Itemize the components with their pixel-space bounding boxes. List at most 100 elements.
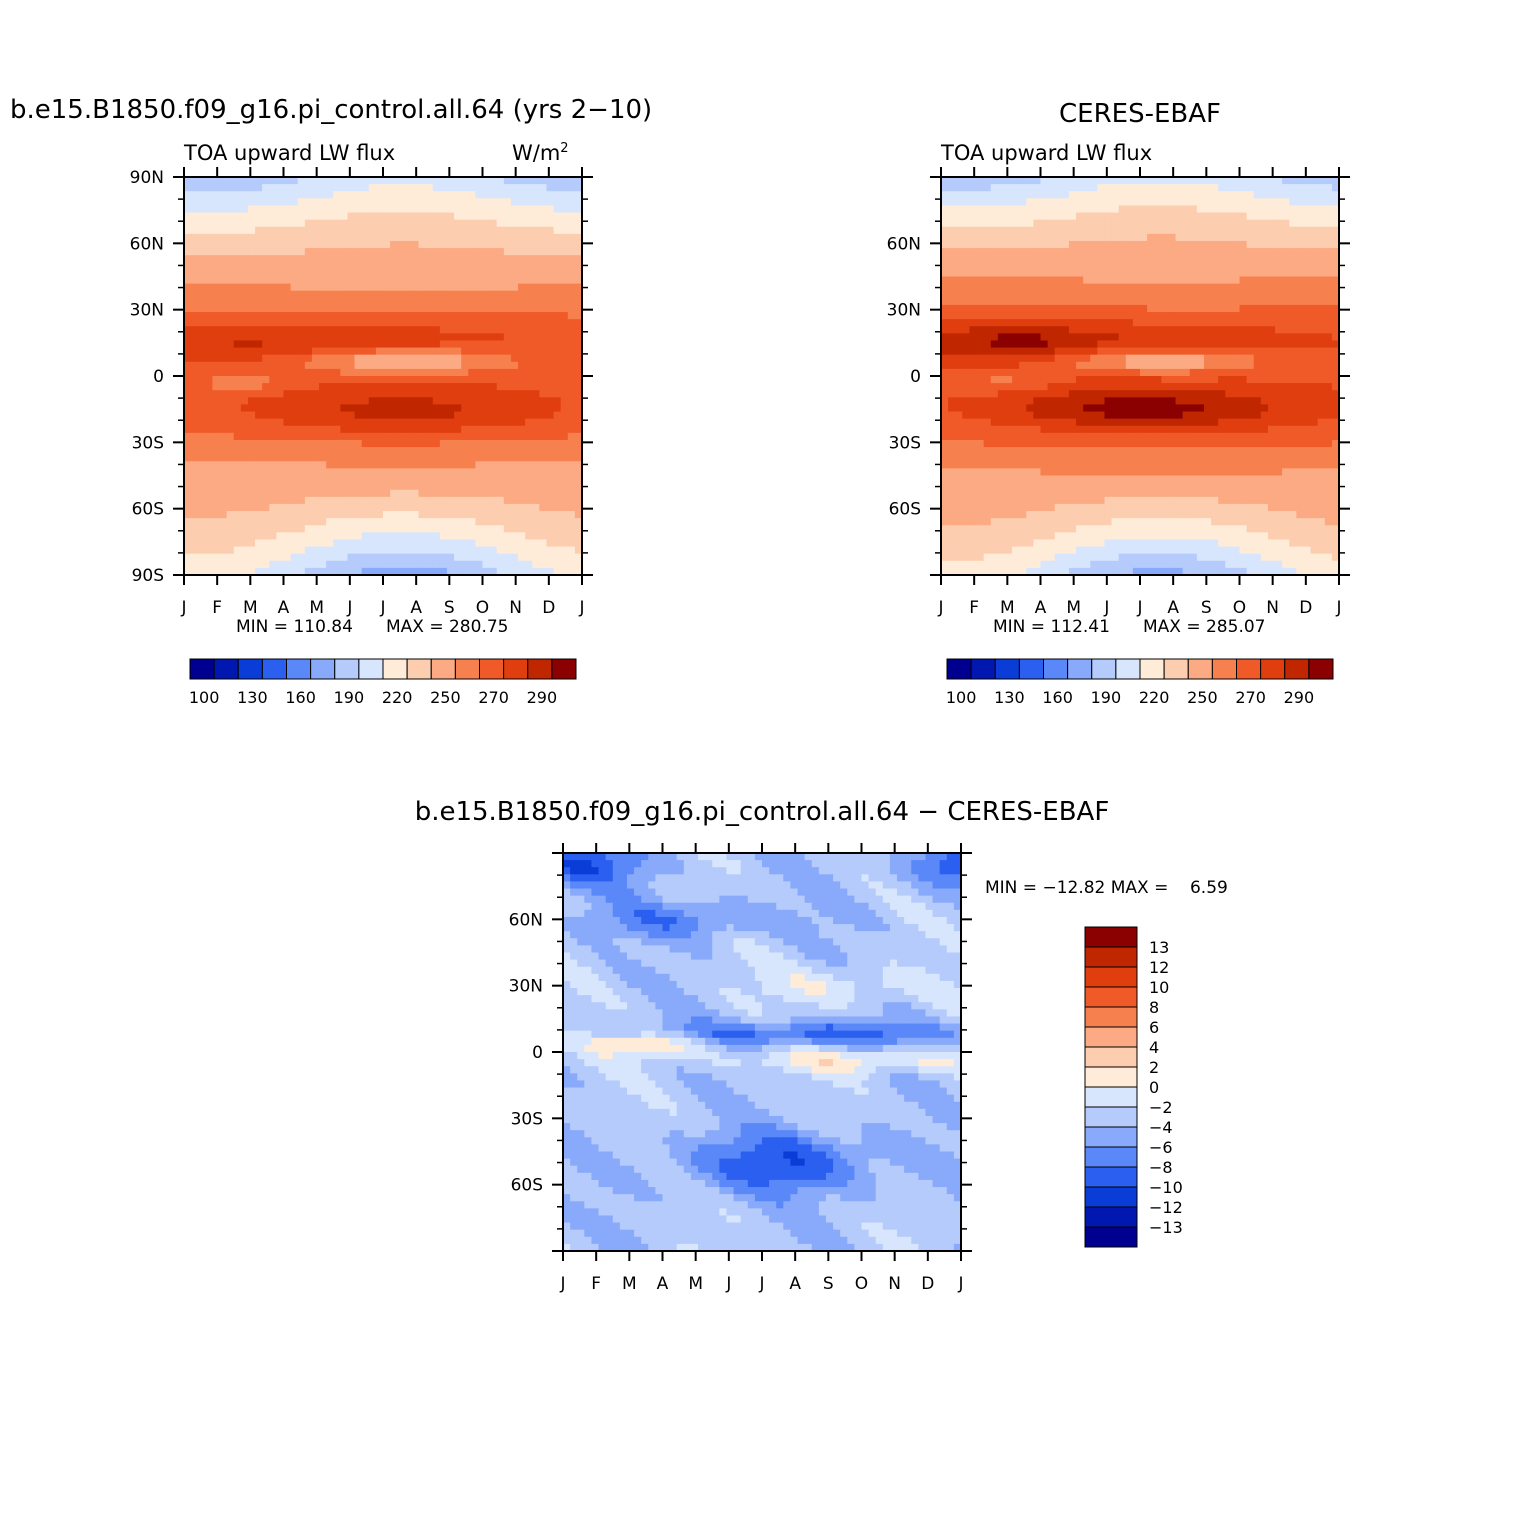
heatmap-cell [1097,184,1106,192]
heatmap-cell [290,177,299,185]
heatmap-cell [553,411,562,420]
heatmap-cell [283,240,292,249]
heatmap-cell [290,511,299,519]
heatmap-cell [247,496,256,505]
heatmap-cell [269,191,277,199]
heatmap-cell [454,468,462,477]
heatmap-cell [226,276,235,285]
heatmap-cell [1125,191,1134,199]
heatmap-cell [567,347,576,356]
heatmap-cell [347,226,356,235]
heatmap-cell [326,404,334,413]
heatmap-cell [198,404,206,413]
heatmap-cell [1232,333,1241,342]
heatmap-cell [439,539,448,548]
heatmap-cell [518,503,526,512]
heatmap-cell [1260,368,1269,377]
heatmap-cell [1147,276,1155,285]
heatmap-cell [411,219,420,228]
heatmap-cell [333,390,341,398]
heatmap-cell [482,376,491,384]
heatmap-cell [269,226,277,235]
heatmap-cell [1175,177,1184,185]
heatmap-cell [425,418,434,427]
heatmap-cell [226,333,235,342]
heatmap-cell [1211,226,1219,235]
heatmap-cell [212,475,221,484]
heatmap-cell [1033,368,1042,377]
heatmap-cell [269,432,277,441]
heatmap-cell [404,319,413,327]
heatmap-cell [475,553,484,562]
heatmap-cell [574,191,583,199]
heatmap-cell [446,496,455,505]
heatmap-cell [311,432,320,441]
heatmap-cell [475,326,484,334]
heatmap-cell [319,447,327,455]
heatmap-cell [496,191,505,199]
heatmap-cell [1239,177,1248,185]
heatmap-cell [262,525,270,533]
heatmap-cell [539,404,548,413]
heatmap-cell [432,397,441,406]
heatmap-cell [461,297,469,306]
heatmap-cell [432,425,441,434]
heatmap-cell [1189,205,1198,214]
heatmap-cell [439,411,448,420]
heatmap-cell [1097,368,1106,377]
heatmap-cell [1175,376,1184,384]
heatmap-cell [1154,240,1162,249]
heatmap-cell [1267,262,1276,270]
heatmap-cell [1196,347,1205,356]
heatmap-cell [1260,297,1269,306]
heatmap-cell [1125,368,1134,377]
heatmap-cell [184,340,192,349]
heatmap-cell [461,432,469,441]
heatmap-cell [425,233,434,242]
heatmap-cell [240,560,249,569]
heatmap-cell [532,518,540,526]
heatmap-cell [226,184,235,192]
heatmap-cell [1317,219,1326,228]
heatmap-cell [226,198,235,207]
heatmap-cell [461,482,469,491]
heatmap-cell [219,340,228,349]
heatmap-cell [518,191,526,199]
heatmap-cell [1211,304,1219,313]
heatmap-cell [326,560,334,569]
heatmap-cell [262,439,270,448]
heatmap-cell [255,553,263,562]
heatmap-cell [1175,191,1184,199]
heatmap-cell [1218,255,1226,263]
heatmap-cell [269,461,277,469]
heatmap-cell [1239,361,1248,370]
heatmap-cell [361,439,370,448]
heatmap-cell [567,233,576,242]
heatmap-cell [560,269,569,278]
heatmap-cell [375,503,384,512]
heatmap-cell [340,184,349,192]
heatmap-cell [276,475,285,484]
heatmap-cell [191,553,199,562]
heatmap-cell [1054,212,1063,221]
heatmap-cell [1275,376,1283,384]
heatmap-cell [397,368,405,377]
heatmap-cell [283,553,292,562]
heatmap-cell [1033,347,1042,356]
heatmap-cell [525,511,533,519]
heatmap-cell [1004,198,1013,207]
x-tick-label: F [212,598,222,618]
heatmap-cell [510,518,519,526]
heatmap-cell [390,368,398,377]
heatmap-cell [368,269,377,278]
heatmap-cell [283,248,292,256]
heatmap-cell [361,354,370,363]
heatmap-cell [432,553,441,562]
heatmap-cell [1033,283,1042,292]
heatmap-cell [247,269,256,278]
heatmap-cell [233,191,242,199]
heatmap-cell [510,482,519,491]
heatmap-cell [1033,248,1042,256]
heatmap-cell [368,184,377,192]
heatmap-cell [1196,219,1205,228]
